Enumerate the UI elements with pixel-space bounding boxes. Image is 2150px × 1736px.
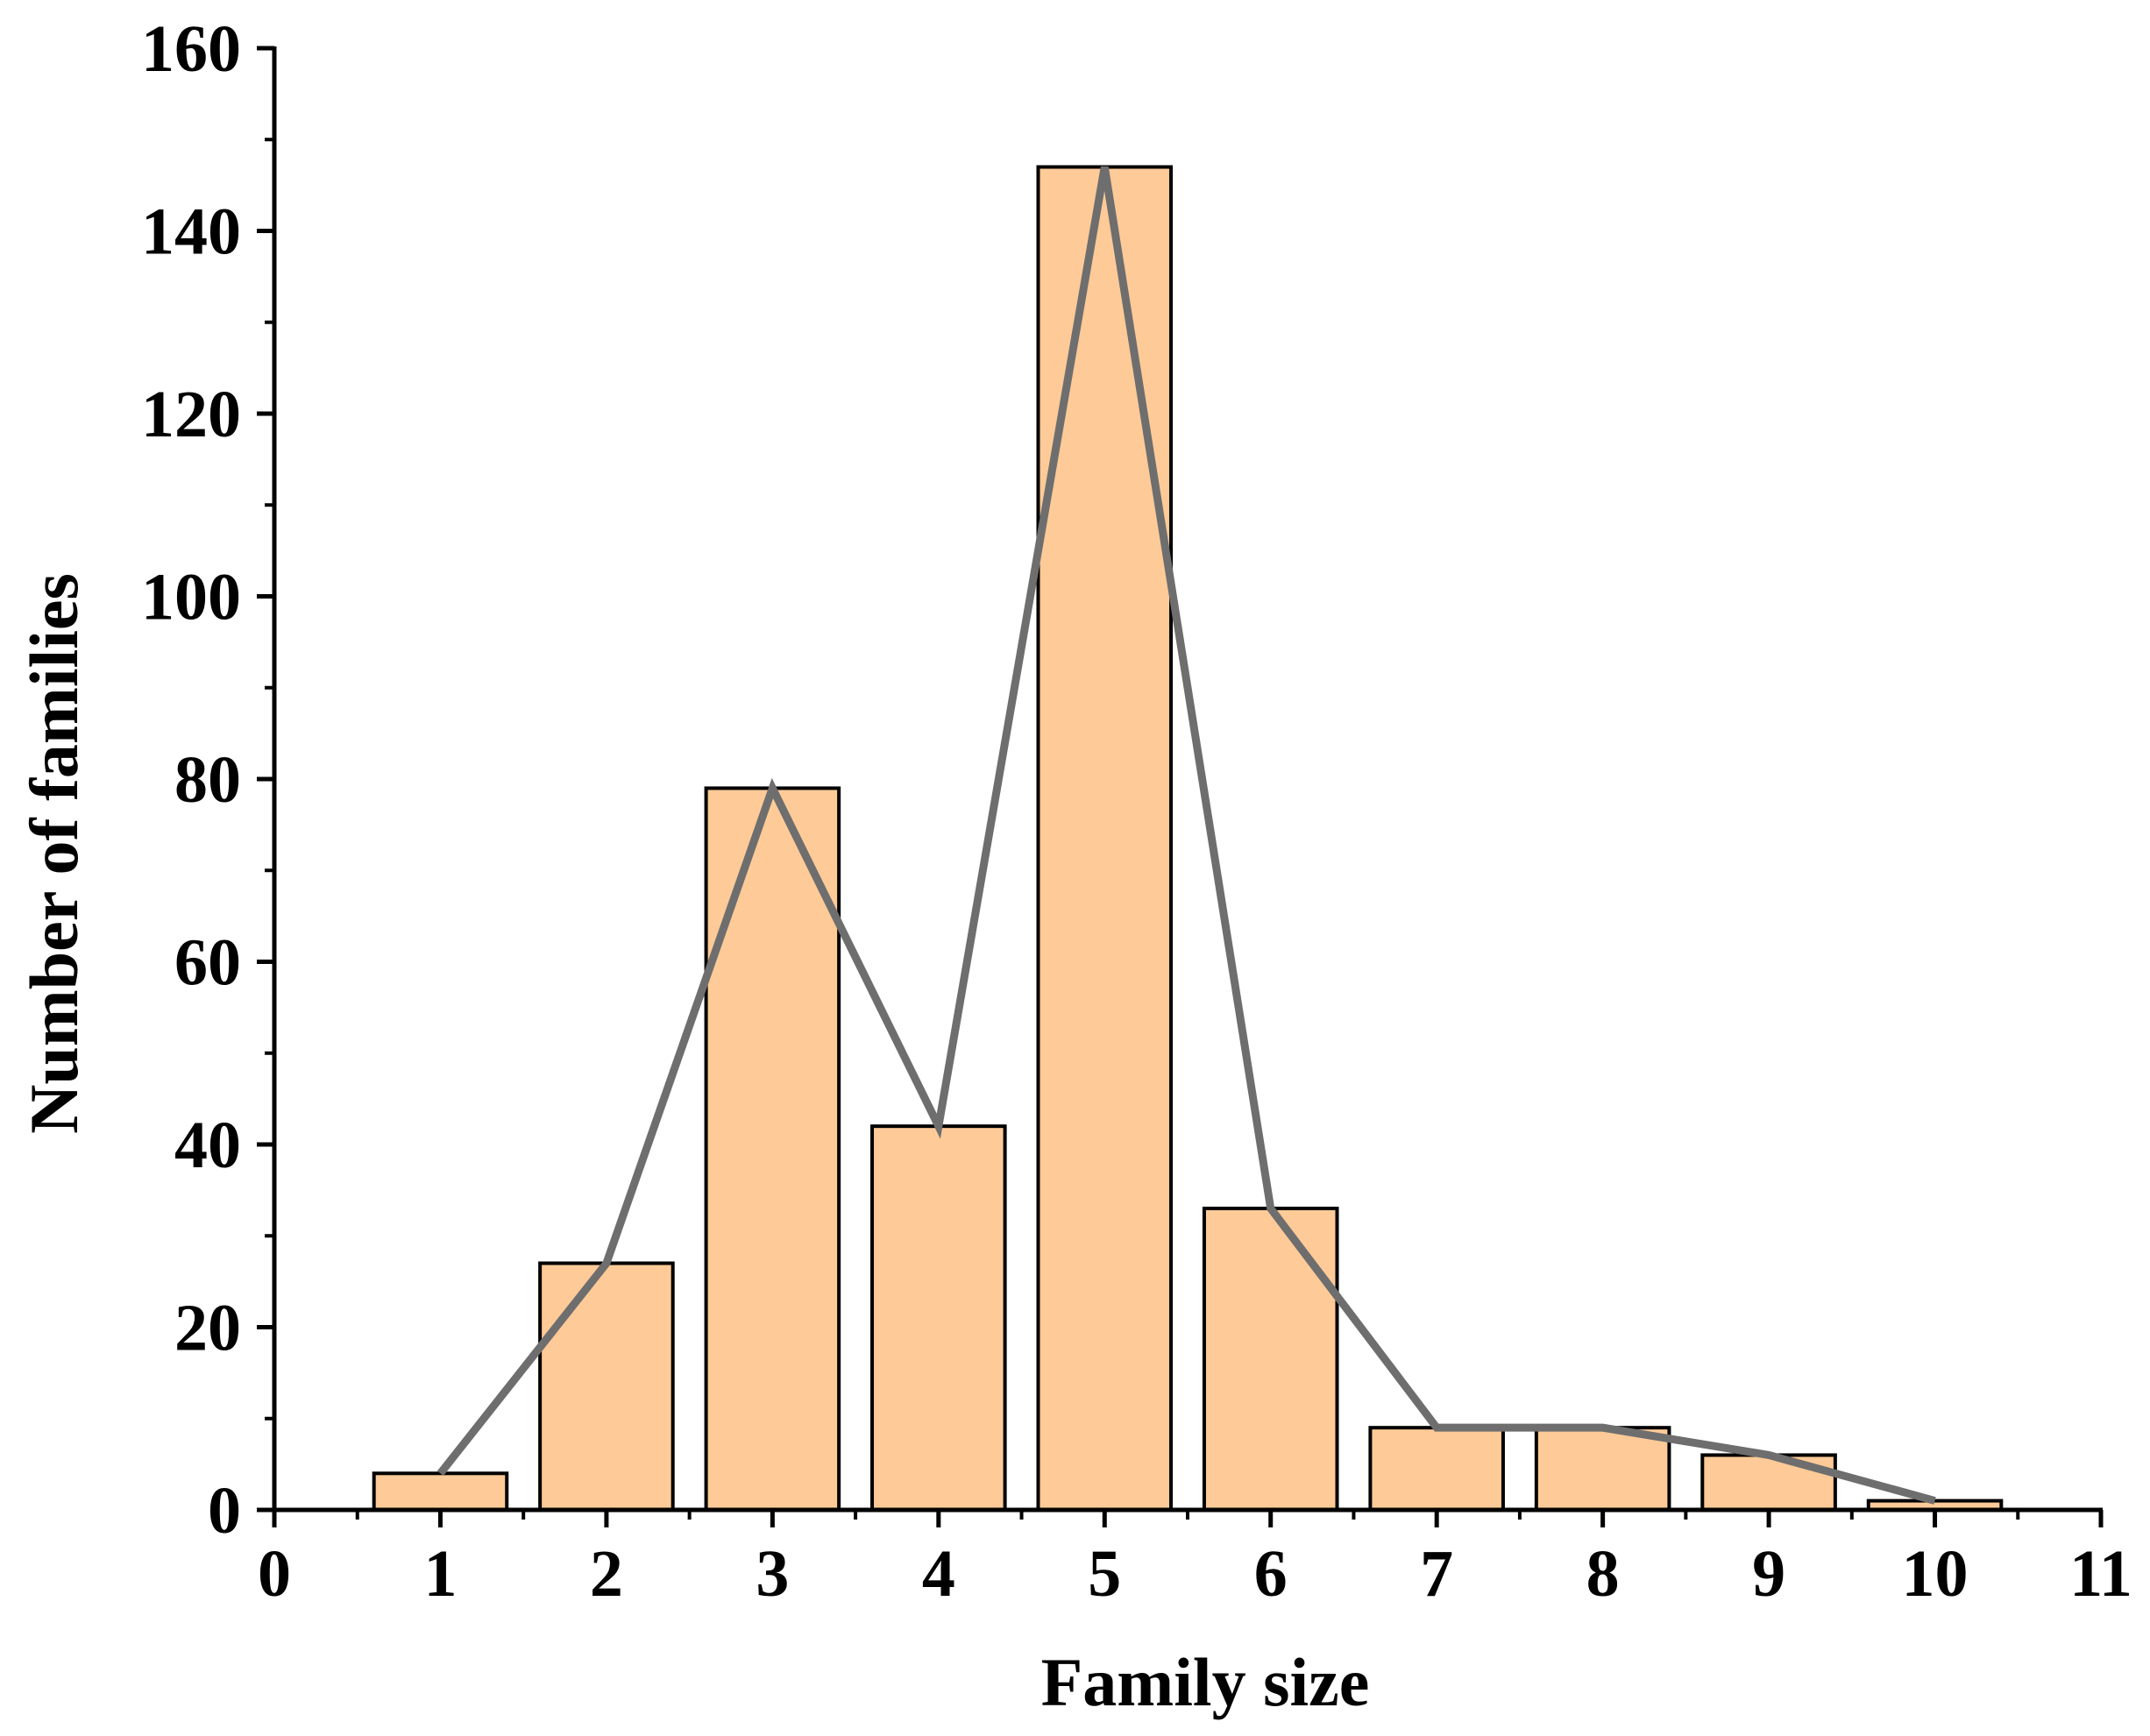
line-group (436, 166, 1936, 1505)
bar-9 (1700, 1453, 1837, 1512)
x-tick-label-3: 3 (756, 1537, 789, 1611)
bar-3 (704, 786, 841, 1512)
series-line (436, 166, 1936, 1505)
bar-7 (1368, 1426, 1505, 1513)
y-tick-label-80: 80 (174, 743, 241, 817)
bar-4 (870, 1124, 1007, 1513)
x-tick-label-4: 4 (922, 1537, 955, 1611)
y-tick-label-60: 60 (174, 926, 241, 1000)
x-tick-label-5: 5 (1088, 1537, 1121, 1611)
y-tick-label-140: 140 (141, 195, 241, 269)
y-tick-label-0: 0 (208, 1474, 241, 1548)
bar-5 (1036, 165, 1174, 1512)
x-tick-label-7: 7 (1420, 1537, 1453, 1611)
x-tick-label-11: 11 (2069, 1537, 2132, 1611)
x-tick-label-1: 1 (423, 1537, 457, 1611)
y-tick-label-20: 20 (174, 1292, 241, 1365)
axes: 0 20 40 60 80 100 120 140 160 0 1 2 3 4 5 6 7 8 9 10 11 (141, 12, 2132, 1611)
y-tick-label-100: 100 (141, 561, 241, 634)
bar-6 (1202, 1206, 1339, 1512)
x-tick-label-6: 6 (1254, 1537, 1288, 1611)
x-tick-label-10: 10 (1902, 1537, 1969, 1611)
y-axis-title: Number of families (16, 573, 92, 1134)
bars-group (372, 165, 2004, 1513)
x-ticks: 0 1 2 3 4 5 6 7 8 9 10 11 (258, 1510, 2132, 1611)
bar-2 (538, 1261, 675, 1513)
bar-1 (372, 1471, 509, 1513)
y-tick-label-40: 40 (174, 1109, 241, 1182)
x-axis-title: Family size (1041, 1644, 1370, 1720)
y-tick-label-160: 160 (141, 12, 241, 86)
y-tick-label-120: 120 (141, 378, 241, 451)
x-tick-label-9: 9 (1752, 1537, 1785, 1611)
x-tick-label-2: 2 (590, 1537, 623, 1611)
x-tick-label-8: 8 (1586, 1537, 1620, 1611)
bar-8 (1534, 1426, 1671, 1513)
x-tick-label-0: 0 (258, 1537, 291, 1611)
y-ticks: 0 20 40 60 80 100 120 140 160 (141, 12, 274, 1548)
